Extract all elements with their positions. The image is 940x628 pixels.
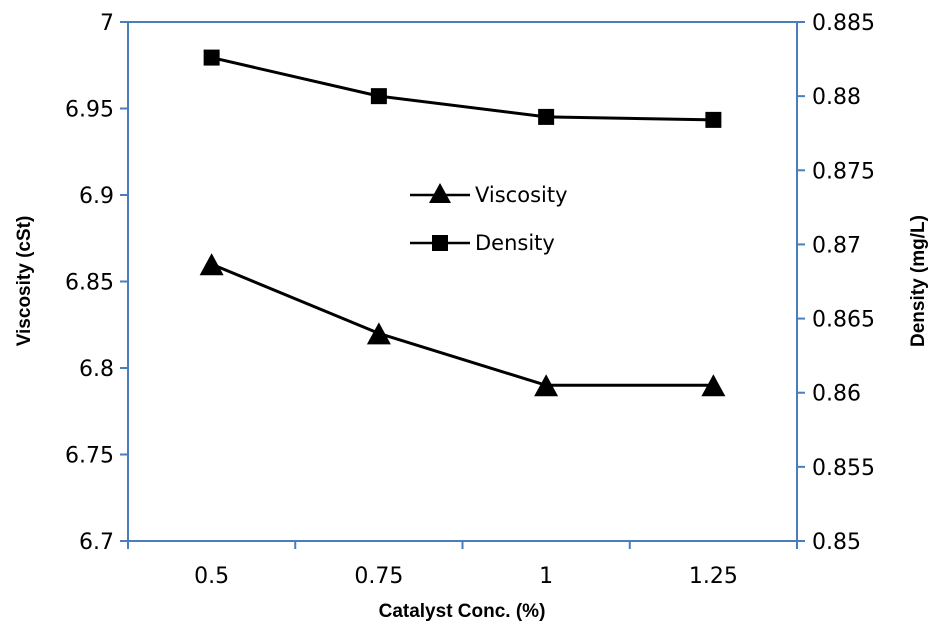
right-tick-label: 0.87 [812, 233, 861, 258]
right-tick-label: 0.86 [812, 382, 861, 407]
plot-area-frame [127, 21, 798, 542]
legend-density-label: Density [475, 231, 555, 255]
legend-item-viscosity: Viscosity [410, 183, 568, 207]
left-axis-title: Viscosity (cSt) [14, 216, 35, 347]
legend-viscosity-label: Viscosity [475, 183, 568, 207]
series-line-density [211, 56, 714, 122]
series-line-viscosity [211, 262, 714, 387]
data-point-viscosity [534, 374, 559, 397]
x-tick-label: 0.5 [194, 564, 229, 589]
x-axis-title: Catalyst Conc. (%) [379, 601, 546, 622]
left-tick-label: 6.85 [65, 271, 114, 296]
x-tick-label: 1.25 [689, 564, 738, 589]
right-tick-label: 0.875 [812, 159, 875, 184]
data-point-density [203, 49, 220, 66]
legend-square-marker-icon [432, 235, 448, 251]
data-point-density [370, 88, 387, 105]
left-tick-label: 6.95 [65, 98, 114, 123]
right-tick-label: 0.88 [812, 85, 861, 110]
left-tick-label: 7 [100, 11, 114, 36]
left-tick-label: 6.75 [65, 444, 114, 469]
right-axis-ticks: 0.85 0.855 0.86 0.865 0.87 0.875 0.88 0.885 [797, 11, 875, 555]
left-axis-ticks: 6.7 6.75 6.8 6.85 6.9 6.95 7 [65, 11, 128, 555]
data-point-density [538, 108, 555, 125]
right-tick-label: 0.885 [812, 11, 875, 36]
right-axis-title: Density (mg/L) [908, 215, 929, 347]
data-point-viscosity [701, 374, 726, 397]
x-tick-label: 0.75 [354, 564, 403, 589]
series-layer [199, 49, 726, 397]
x-tick-label: 1 [539, 564, 553, 589]
data-point-viscosity [199, 253, 224, 276]
data-point-density [705, 111, 722, 128]
legend-triangle-marker-icon [429, 183, 451, 203]
legend-item-density: Density [410, 231, 555, 255]
right-tick-label: 0.85 [812, 530, 861, 555]
x-axis-ticks: 0.5 0.75 1 1.25 [127, 541, 798, 589]
legend: Viscosity Density [410, 183, 568, 255]
right-tick-label: 0.865 [812, 308, 875, 333]
left-tick-label: 6.8 [79, 357, 114, 382]
left-tick-label: 6.7 [79, 530, 114, 555]
left-tick-label: 6.9 [79, 184, 114, 209]
right-tick-label: 0.855 [812, 456, 875, 481]
data-point-viscosity [366, 322, 391, 345]
